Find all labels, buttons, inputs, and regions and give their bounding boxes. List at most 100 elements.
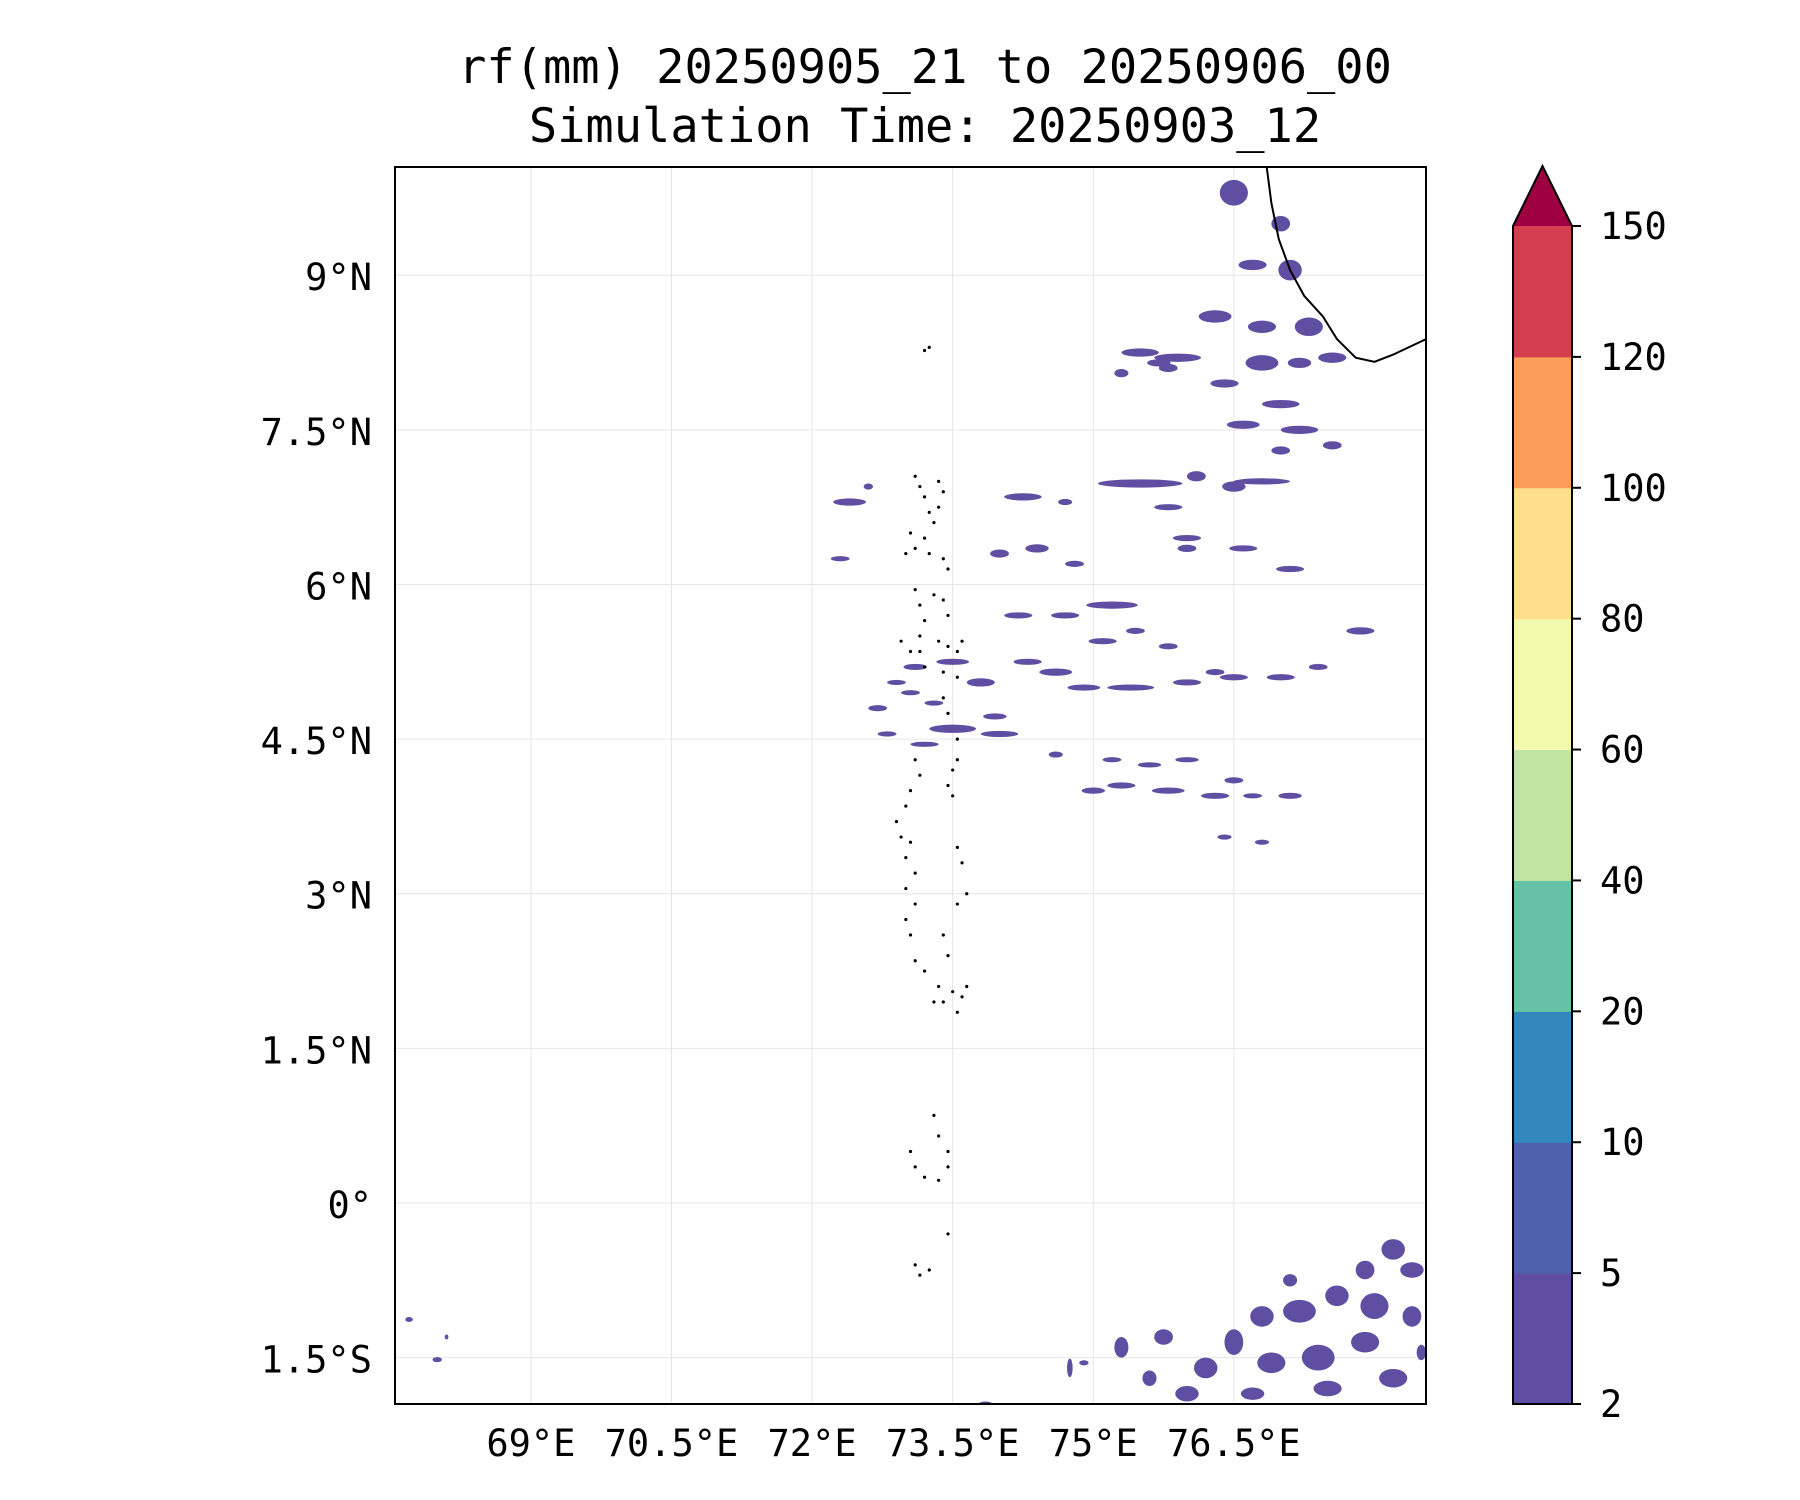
island-outline-dot — [913, 871, 917, 875]
island-outline-dot — [937, 1178, 941, 1182]
rain-cell — [1198, 310, 1232, 323]
island-outline-dot — [908, 531, 913, 535]
island-outline-dot — [913, 758, 917, 762]
island-outline-dot — [941, 1000, 945, 1004]
colorbar-segment — [1513, 1273, 1572, 1405]
rain-cell — [1287, 357, 1312, 369]
rain-cell — [983, 713, 1007, 720]
island-outline-dot — [918, 484, 922, 489]
rain-cell — [1107, 684, 1155, 691]
lat-tick-label: 7.5°N — [261, 411, 372, 454]
rain-cell — [1257, 1352, 1286, 1374]
rain-cell — [1271, 446, 1291, 455]
island-outline-dot — [922, 1175, 927, 1179]
colorbar-tick-label: 120 — [1600, 336, 1667, 379]
rain-cell — [432, 1357, 442, 1363]
rain-cell — [1308, 663, 1328, 671]
island-outline-dot — [908, 1149, 913, 1154]
rain-cell — [1278, 792, 1302, 799]
rain-cell — [1137, 762, 1162, 768]
chart-title: rf(mm) 20250905_21 to 20250906_00 Simula… — [395, 38, 1455, 156]
island-outline-dot — [951, 794, 955, 798]
colorbar-tick-label: 40 — [1600, 859, 1645, 902]
rain-cell — [444, 1334, 449, 1340]
rain-cell — [877, 731, 897, 737]
island-outline-dot — [918, 1273, 922, 1277]
island-outline-dot — [955, 675, 959, 679]
island-outline-dot — [932, 521, 936, 525]
rain-cell — [1065, 560, 1084, 567]
island-outline-dot — [946, 567, 950, 571]
island-outline-dot — [927, 510, 931, 514]
rain-cell — [1025, 544, 1049, 553]
island-outline-dot — [913, 902, 917, 906]
colorbar-tick-label: 5 — [1600, 1252, 1622, 1295]
island-outline-dot — [932, 1000, 936, 1004]
island-outline-dot — [894, 819, 899, 824]
island-outline-dot — [946, 953, 950, 958]
island-outline-dot — [965, 892, 969, 896]
rain-cell — [1351, 1331, 1380, 1353]
map-frame — [394, 166, 1427, 1405]
island-outline-dot — [913, 1263, 917, 1267]
island-outline-dot — [946, 711, 950, 715]
island-outline-dot — [941, 598, 945, 602]
colorbar-extend-arrow — [1513, 166, 1572, 226]
rain-cell — [966, 678, 995, 687]
island-outline-dot — [955, 649, 959, 654]
rain-cell — [1322, 441, 1342, 450]
island-outline-dot — [932, 1113, 936, 1117]
rain-cell — [1294, 317, 1323, 337]
rain-cell — [887, 679, 906, 685]
island-outline-dot — [922, 618, 927, 623]
rain-cell — [1217, 834, 1232, 840]
island-outline-dot — [913, 588, 917, 592]
rain-cell — [1186, 471, 1206, 482]
rain-cell — [1245, 355, 1279, 371]
rain-cell — [1151, 787, 1185, 794]
rain-cell — [1097, 479, 1183, 488]
rain-cell — [1301, 1344, 1335, 1371]
rain-cell — [903, 663, 927, 671]
rain-cell — [1224, 1329, 1244, 1356]
rain-cell — [1114, 369, 1129, 378]
island-outline-dot — [937, 505, 941, 509]
title-line-2: Simulation Time: 20250903_12 — [528, 99, 1322, 154]
rain-cell — [1276, 565, 1305, 573]
island-outline-dot — [965, 984, 969, 989]
rain-cell — [1142, 1370, 1157, 1386]
rain-cell — [1004, 493, 1042, 501]
island-outline-dot — [941, 557, 945, 561]
rain-cell — [1283, 1274, 1298, 1287]
rain-cell — [1379, 1368, 1408, 1388]
island-outline-dot — [913, 959, 917, 963]
island-outline-dot — [937, 1134, 941, 1138]
island-outline-dot — [941, 670, 945, 674]
island-outline-dot — [951, 990, 955, 994]
island-outline-dot — [927, 551, 931, 556]
island-outline-dot — [960, 639, 964, 643]
island-outline-dot — [904, 886, 908, 891]
lat-tick-label: 3°N — [305, 875, 372, 918]
rain-cell — [1058, 498, 1073, 506]
island-outline-dot — [960, 995, 964, 999]
island-outline-dot — [922, 665, 927, 669]
rain-cell — [1175, 1385, 1199, 1402]
colorbar-segment — [1513, 356, 1572, 489]
rain-cell — [1051, 612, 1080, 619]
island-outline-dot — [955, 758, 959, 762]
island-outline-dot — [941, 490, 945, 494]
map-gridlines — [395, 167, 1426, 1404]
island-outline-dot — [941, 696, 945, 700]
lat-tick-label: 9°N — [305, 256, 372, 299]
lon-tick-label: 73.5°E — [886, 1422, 1020, 1465]
rain-cell — [1079, 1360, 1089, 1366]
island-outline-dot — [908, 840, 913, 844]
rain-cell — [1416, 1344, 1426, 1361]
island-outline-dot — [946, 1232, 950, 1236]
rain-cell — [1102, 757, 1122, 763]
rain-cell — [1283, 1299, 1316, 1323]
lat-tick-label: 0° — [327, 1184, 372, 1227]
rain-cell — [1346, 627, 1375, 635]
island-outline-dot — [908, 789, 913, 793]
